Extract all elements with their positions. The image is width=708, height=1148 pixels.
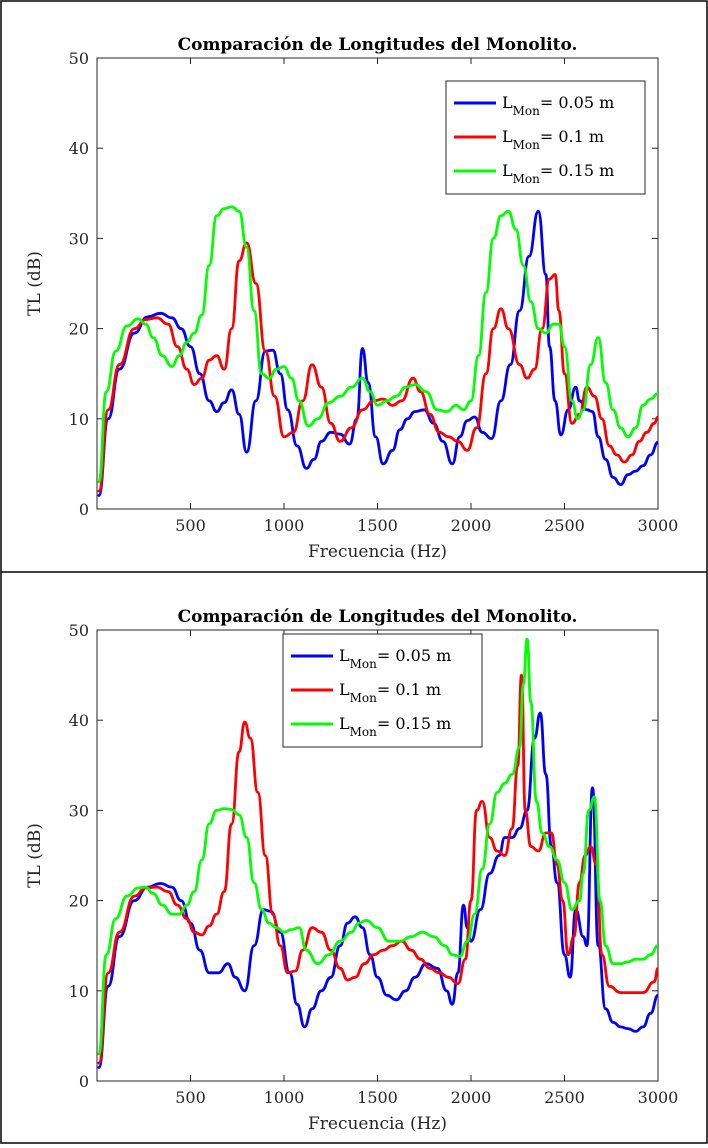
y-tick-label: 30 xyxy=(69,229,89,248)
y-axis-label: TL (dB) xyxy=(25,251,45,316)
x-tick-label: 1000 xyxy=(264,516,305,535)
y-tick-label: 50 xyxy=(69,49,89,68)
legend-label-value: = 0.1 m xyxy=(540,127,604,146)
chart-panel-2: Comparación de Longitudes del Monolito. 5… xyxy=(0,571,708,1144)
chart-panel-1: Comparación de Longitudes del Monolito. 5… xyxy=(0,0,708,573)
chart-title: Comparación de Longitudes del Monolito. xyxy=(178,35,578,55)
x-tick-label: 1500 xyxy=(357,1088,398,1107)
y-tick-label: 10 xyxy=(69,982,89,1001)
legend-label-main: L xyxy=(502,161,513,180)
legend-label-main: L xyxy=(339,680,350,699)
x-axis-label: Frecuencia (Hz) xyxy=(308,1114,447,1134)
series-line-1 xyxy=(97,673,658,1065)
chart-title: Comparación de Longitudes del Monolito. xyxy=(178,607,578,627)
series-group xyxy=(97,637,658,1069)
legend-label-2: LMon= 0.15 m xyxy=(502,161,614,186)
x-tick-label: 1000 xyxy=(264,1088,305,1107)
series-line-0 xyxy=(97,209,658,497)
chart-2-svg: Comparación de Longitudes del Monolito. 5… xyxy=(0,571,708,1144)
x-tick-label: 500 xyxy=(175,516,206,535)
series-group xyxy=(97,205,658,497)
legend-label-0: LMon= 0.05 m xyxy=(502,93,614,118)
x-tick-label: 2500 xyxy=(544,1088,585,1107)
y-tick-label: 10 xyxy=(69,410,89,429)
panel-border xyxy=(0,571,708,1144)
legend-label-value: = 0.05 m xyxy=(540,93,614,112)
legend-label-value: = 0.15 m xyxy=(540,161,614,180)
legend-label-main: L xyxy=(339,714,350,733)
legend-label-1: LMon= 0.1 m xyxy=(339,680,441,705)
legend-label-main: L xyxy=(502,93,513,112)
y-tick-label: 0 xyxy=(79,500,89,519)
legend-label-main: L xyxy=(339,646,350,665)
legend-label-sub: Mon xyxy=(350,691,378,705)
legend-label-sub: Mon xyxy=(513,138,541,152)
series-line-2 xyxy=(97,205,658,484)
x-axis-label: Frecuencia (Hz) xyxy=(308,542,447,562)
x-tick-label: 2000 xyxy=(451,516,492,535)
y-tick-label: 40 xyxy=(69,139,89,158)
legend-label-2: LMon= 0.15 m xyxy=(339,714,451,739)
legend-label-0: LMon= 0.05 m xyxy=(339,646,451,671)
y-axis-label: TL (dB) xyxy=(25,823,45,888)
legend-label-value: = 0.05 m xyxy=(377,646,451,665)
x-tick-label: 2000 xyxy=(451,1088,492,1107)
x-tick-label: 2500 xyxy=(544,516,585,535)
legend-label-value: = 0.15 m xyxy=(377,714,451,733)
x-tick-label: 1500 xyxy=(357,516,398,535)
legend-label-sub: Mon xyxy=(350,657,378,671)
legend-label-sub: Mon xyxy=(513,104,541,118)
x-tick-label: 3000 xyxy=(638,1088,679,1107)
x-tick-label: 3000 xyxy=(638,516,679,535)
x-tick-label: 500 xyxy=(175,1088,206,1107)
y-tick-label: 20 xyxy=(69,892,89,911)
y-tick-label: 40 xyxy=(69,711,89,730)
chart-1-svg: Comparación de Longitudes del Monolito. 5… xyxy=(0,0,708,573)
legend-label-main: L xyxy=(502,127,513,146)
legend-label-sub: Mon xyxy=(513,172,541,186)
series-line-0 xyxy=(97,711,658,1069)
y-tick-label: 20 xyxy=(69,320,89,339)
legend-label-value: = 0.1 m xyxy=(377,680,441,699)
legend-label-1: LMon= 0.1 m xyxy=(502,127,604,152)
series-line-2 xyxy=(97,637,658,1056)
y-tick-label: 0 xyxy=(79,1072,89,1091)
y-tick-label: 50 xyxy=(69,621,89,640)
legend-label-sub: Mon xyxy=(350,725,378,739)
y-tick-label: 30 xyxy=(69,801,89,820)
